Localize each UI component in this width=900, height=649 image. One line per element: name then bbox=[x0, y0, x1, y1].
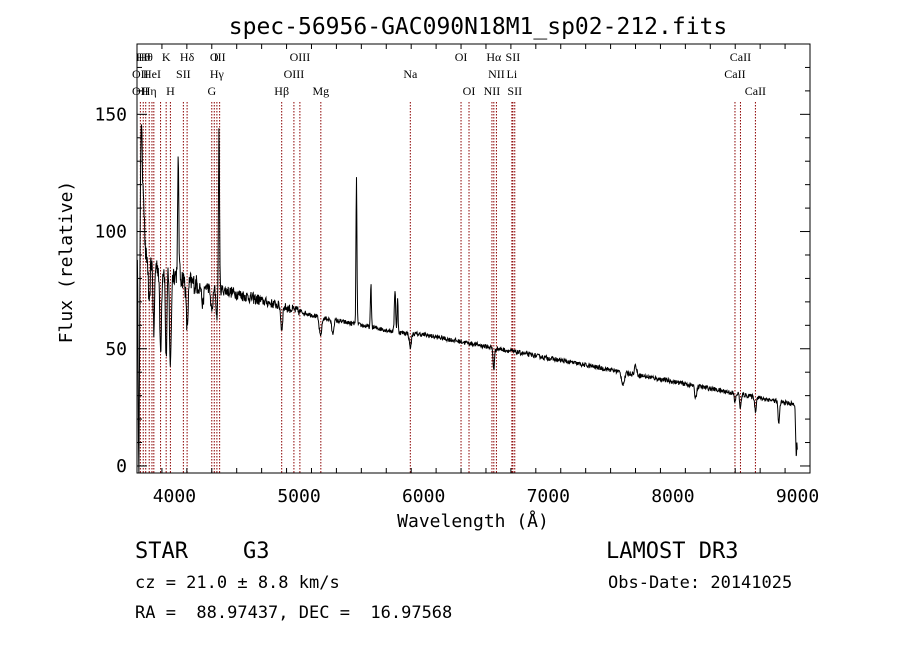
line-label: NII bbox=[488, 67, 505, 81]
y-axis-label: Flux (relative) bbox=[56, 181, 77, 344]
plot-frame bbox=[136, 43, 811, 474]
x-axis-label: Wavelength (Å) bbox=[397, 510, 549, 532]
line-label: Hγ bbox=[210, 67, 225, 81]
line-label: SII bbox=[176, 67, 191, 81]
x-tick-label: 6000 bbox=[402, 486, 445, 507]
line-label: OIII bbox=[284, 67, 305, 81]
x-tick-label: 9000 bbox=[776, 486, 819, 507]
line-label: O bbox=[210, 50, 219, 64]
spectrum-line bbox=[136, 124, 798, 474]
chart-title: spec-56956-GAC090N18M1_sp02-212.fits bbox=[229, 14, 728, 40]
line-label: G bbox=[207, 84, 216, 98]
x-tick-label: 7000 bbox=[527, 486, 570, 507]
line-label: OI bbox=[463, 84, 476, 98]
line-label: OII bbox=[132, 67, 149, 81]
subclass: G3 bbox=[243, 539, 270, 564]
line-label: Hβ bbox=[274, 84, 289, 98]
line-label: Li bbox=[507, 67, 518, 81]
redshift-cz: cz = 21.0 ± 8.8 km/s bbox=[135, 573, 340, 593]
line-label: III bbox=[214, 50, 226, 64]
x-tick-label: 8000 bbox=[651, 486, 694, 507]
line-label: Hθ bbox=[136, 50, 151, 64]
line-label: SII bbox=[506, 50, 521, 64]
line-label: Mg bbox=[312, 84, 329, 98]
line-label: Hα bbox=[486, 50, 502, 64]
line-label: H bbox=[166, 84, 175, 98]
object-class: STAR bbox=[135, 539, 188, 564]
line-label: NII bbox=[484, 84, 501, 98]
line-label: CaII bbox=[730, 50, 751, 64]
coordinates: RA = 88.97437, DEC = 16.97568 bbox=[135, 603, 453, 623]
line-label: CaII bbox=[745, 84, 766, 98]
line-label: K bbox=[162, 50, 171, 64]
y-tick-label: 150 bbox=[94, 104, 127, 125]
survey-name: LAMOST DR3 bbox=[606, 539, 739, 564]
line-label: Hθ bbox=[139, 50, 154, 64]
line-label: Hδ bbox=[180, 50, 195, 64]
line-markers: OIIOIIHθHθHηHeIKHSIIHδGOHγIIIHβOIIIOIIIM… bbox=[132, 50, 766, 473]
line-label: Na bbox=[403, 67, 418, 81]
observation-date: Obs-Date: 20141025 bbox=[608, 573, 793, 593]
line-label: Hη bbox=[142, 84, 157, 98]
x-tick-label: 5000 bbox=[277, 486, 320, 507]
line-label: OI bbox=[455, 50, 468, 64]
y-axis: 0 50 100 150 bbox=[94, 66, 810, 477]
x-axis: 4000 5000 6000 7000 8000 9000 bbox=[153, 44, 819, 507]
line-label: CaII bbox=[724, 67, 745, 81]
y-tick-label: 100 bbox=[94, 222, 127, 243]
line-label: HeI bbox=[143, 67, 161, 81]
y-tick-label: 0 bbox=[116, 456, 127, 477]
y-tick-label: 50 bbox=[105, 339, 127, 360]
line-label: SII bbox=[507, 84, 522, 98]
x-tick-label: 4000 bbox=[153, 486, 196, 507]
line-label: OIII bbox=[290, 50, 311, 64]
